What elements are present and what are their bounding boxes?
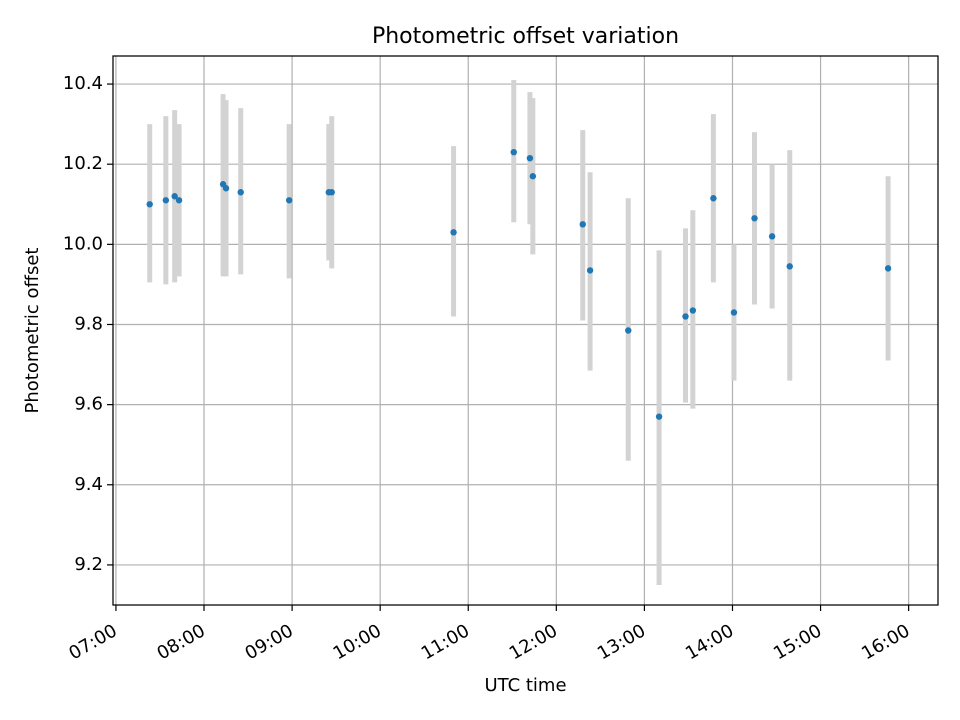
y-tick-label: 10.4 — [63, 73, 103, 94]
data-point — [526, 154, 534, 162]
chart-title: Photometric offset variation — [372, 24, 679, 49]
y-axis-ticks: 9.2 9.4 9.6 9.8 10.0 10.2 10.4 — [63, 73, 113, 575]
data-point — [529, 173, 537, 180]
data-point — [730, 309, 738, 316]
y-axis-label: Photometric offset — [22, 248, 43, 414]
data-point — [146, 201, 153, 208]
data-point — [884, 265, 892, 272]
data-point — [237, 189, 244, 196]
y-tick-label: 9.2 — [74, 554, 103, 575]
data-point — [751, 215, 758, 222]
plot-frame — [112, 55, 939, 606]
data-point — [586, 267, 594, 274]
data-point — [689, 307, 697, 314]
data-point — [175, 197, 183, 204]
data-point — [768, 233, 776, 240]
data-point — [222, 185, 230, 192]
data-points — [146, 148, 892, 420]
data-point — [171, 193, 178, 200]
y-tick-label: 10.0 — [63, 233, 103, 254]
y-tick-label: 9.6 — [74, 394, 103, 415]
data-point — [450, 229, 457, 236]
data-point — [682, 313, 689, 320]
data-point — [579, 221, 586, 228]
data-point — [510, 148, 517, 156]
data-point — [625, 327, 632, 334]
y-tick-label: 9.4 — [74, 474, 103, 495]
data-point — [162, 197, 170, 204]
x-axis-label: UTC time — [484, 675, 566, 696]
grid-lines — [113, 56, 938, 605]
y-tick-label: 10.2 — [63, 153, 103, 174]
data-point — [328, 189, 335, 196]
y-tick-label: 9.8 — [74, 313, 103, 334]
data-point — [285, 197, 293, 204]
data-point — [710, 195, 717, 202]
data-point — [655, 413, 663, 420]
data-point — [786, 263, 793, 270]
